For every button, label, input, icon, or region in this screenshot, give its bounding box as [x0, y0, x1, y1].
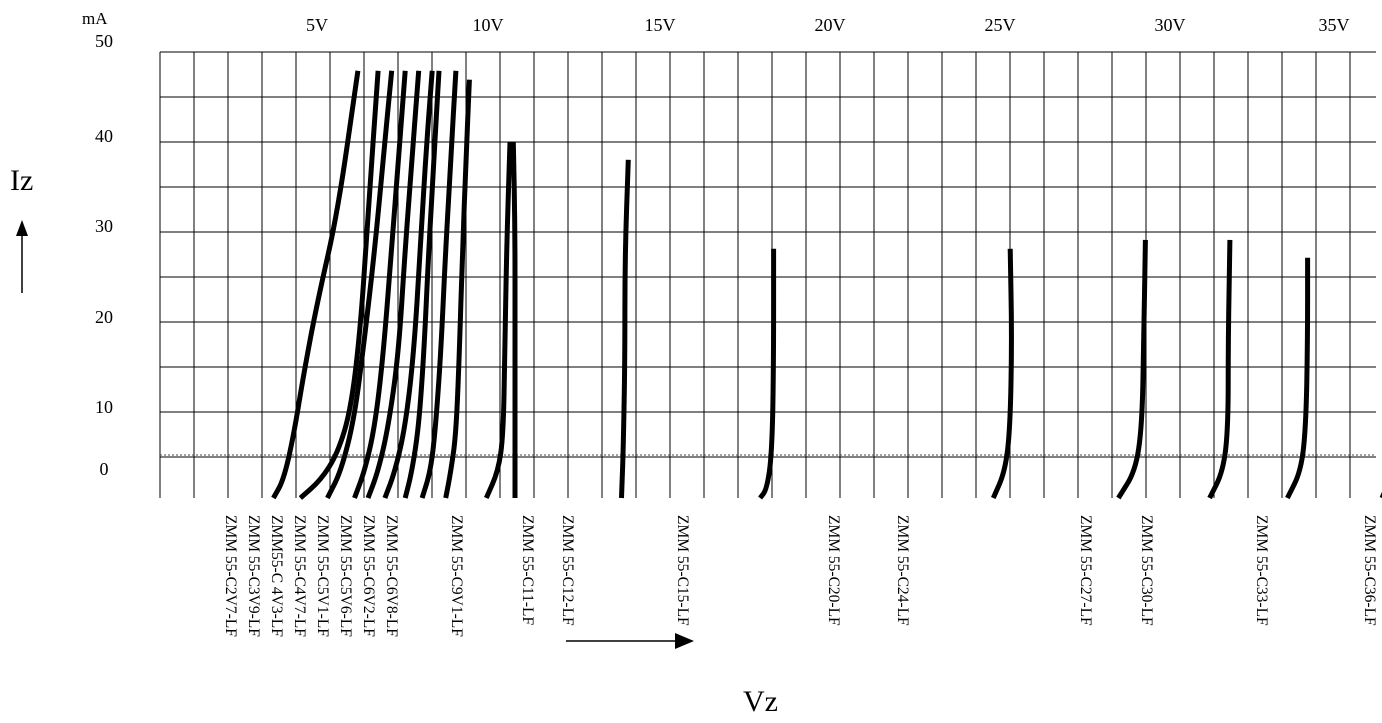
curve-zmm-55-c2v7-lf [271, 70, 361, 500]
curve-zmm-55-c33-lf [1285, 257, 1311, 500]
series-curves [271, 70, 1382, 500]
device-label: ZMM 55-C24-LF [894, 515, 911, 626]
device-label: ZMM 55-C5V1-LF [314, 515, 331, 637]
x-tick-label: 15V [645, 15, 676, 35]
device-label: ZMM 55-C30-LF [1138, 515, 1155, 626]
y-tick-label: 10 [95, 397, 113, 417]
curve-zmm-55-c30-lf [1207, 239, 1233, 500]
curve-zmm-55-c11-lf [484, 141, 513, 500]
device-label: ZMM 55-C11-LF [519, 515, 536, 625]
y-tick-label: 40 [95, 126, 113, 146]
right-arrow-icon [566, 633, 694, 649]
device-label: ZMM 55-C36-LF [1361, 515, 1378, 626]
curve-zmm-55-c9v1-lf [443, 79, 472, 499]
curve-zmm-55-c5v1-lf [365, 70, 422, 499]
curve-zmm-55-c6v8-lf [419, 70, 459, 499]
curve-zmm-55-c3v9-lf [298, 70, 381, 500]
device-label: ZMM 55-C20-LF [825, 515, 842, 626]
x-axis-label: Vz [743, 685, 778, 718]
y-axis-unit: mA [82, 9, 108, 28]
device-label: ZMM 55-C33-LF [1253, 515, 1270, 626]
curve-zmm-55-c12-lf [510, 141, 518, 498]
device-label: ZMM 55-C4V7-LF [291, 515, 308, 637]
y-axis-label: Iz [10, 164, 33, 197]
x-tick-label: 30V [1155, 15, 1186, 35]
curve-zmm55-c-4v3-lf [325, 70, 395, 500]
x-tick-label: 20V [815, 15, 846, 35]
device-labels: ZMM 55-C2V7-LF ZMM 55-C3V9-LF ZMM55-C 4V3-… [222, 515, 1378, 637]
curve-zmm-55-c6v2-lf [402, 70, 442, 499]
device-label: ZMM 55-C6V2-LF [360, 515, 377, 637]
device-label: ZMM 55-C15-LF [674, 515, 691, 626]
curve-zmm-55-c15-lf [619, 159, 631, 499]
device-label: ZMM 55-C3V9-LF [245, 515, 262, 637]
device-label: ZMM 55-C27-LF [1077, 515, 1094, 626]
y-tick-label: 50 [95, 31, 113, 51]
curve-zmm-55-c20-lf [758, 248, 777, 500]
x-tick-label: 35V [1319, 15, 1350, 35]
curve-zmm-55-c5v6-lf [382, 70, 435, 499]
device-label: ZMM 55-C9V1-LF [448, 515, 465, 637]
device-label: ZMM 55-C6V8-LF [383, 515, 400, 637]
curve-zmm-55-c4v7-lf [352, 70, 408, 499]
up-arrow-icon [16, 220, 28, 293]
curve-zmm-55-c27-lf [1116, 239, 1148, 500]
device-label: ZMM 55-C12-LF [559, 515, 576, 626]
x-tick-label: 25V [985, 15, 1016, 35]
device-label: ZMM55-C 4V3-LF [268, 515, 285, 637]
x-tick-labels: 5V 10V 15V 20V 25V 30V 35V [306, 15, 1350, 35]
y-tick-label: 20 [95, 307, 113, 327]
device-label: ZMM 55-C2V7-LF [222, 515, 239, 637]
x-tick-label: 10V [473, 15, 504, 35]
y-tick-label: 0 [100, 459, 109, 479]
y-tick-labels: 50 40 30 20 10 0 [95, 31, 113, 479]
x-tick-label: 5V [306, 15, 328, 35]
device-label: ZMM 55-C5V6-LF [337, 515, 354, 637]
curve-zmm-55-c24-lf [991, 248, 1014, 500]
y-tick-label: 30 [95, 216, 113, 236]
